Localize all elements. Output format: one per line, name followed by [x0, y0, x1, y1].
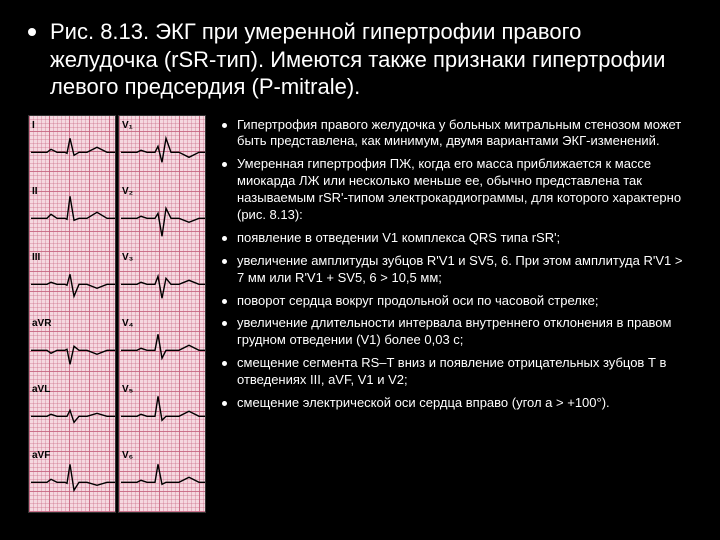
title-bullet-icon — [28, 28, 36, 36]
bullet-text: увеличение длительности интервала внутре… — [237, 315, 692, 349]
title-block: Рис. 8.13. ЭКГ при умеренной гипертрофии… — [28, 18, 692, 101]
ecg-waveform — [121, 334, 205, 358]
ecg-strip-limb-leads: IIIIIIaVRaVLaVF — [28, 115, 116, 513]
bullet-text: Умеренная гипертрофия ПЖ, когда его масс… — [237, 156, 692, 224]
bullet-text: появление в отведении V1 комплекса QRS т… — [237, 230, 560, 247]
lead-label: aVF — [32, 450, 50, 461]
bullet-dot-icon — [222, 162, 227, 167]
lead-label: V₃ — [122, 252, 133, 263]
ecg-waveform — [31, 274, 115, 296]
ecg-waveform — [121, 464, 205, 484]
ecg-waveform — [31, 346, 115, 364]
ecg-strip-chest-leads: V₁ V₂ V₃ V₄ V₅ V₆ — [118, 115, 206, 513]
lead-label: II — [32, 186, 38, 197]
bullet-dot-icon — [222, 361, 227, 366]
bullet-dot-icon — [222, 321, 227, 326]
bullet-text: смещение электрической оси сердца вправо… — [237, 395, 610, 412]
bullet-text: смещение сегмента RS–T вниз и появление … — [237, 355, 692, 389]
bullet-dot-icon — [222, 401, 227, 406]
bullet-text: поворот сердца вокруг продольной оси по … — [237, 293, 599, 310]
bullet-dot-icon — [222, 299, 227, 304]
lead-label: III — [32, 252, 40, 263]
ecg-waveform — [121, 276, 205, 298]
bullet-dot-icon — [222, 259, 227, 264]
lead-label: V₄ — [122, 318, 133, 329]
lead-label: aVR — [32, 318, 51, 329]
bullet-list: Гипертрофия правого желудочка у больных … — [222, 115, 692, 513]
bullet-text: увеличение амплитуды зубцов R'V1 и SV5, … — [237, 253, 692, 287]
ecg-waveform — [31, 196, 115, 220]
slide-title: Рис. 8.13. ЭКГ при умеренной гипертрофии… — [50, 18, 692, 101]
bullet-dot-icon — [222, 123, 227, 128]
lead-label: I — [32, 120, 35, 131]
ecg-waveform — [121, 138, 205, 162]
lead-label: V₂ — [122, 186, 133, 197]
bullet-item: смещение сегмента RS–T вниз и появление … — [222, 355, 692, 389]
ecg-container: IIIIIIaVRaVLaVF V₁V₂V₃V₄V₅V₆ — [28, 115, 206, 513]
bullet-item: увеличение амплитуды зубцов R'V1 и SV5, … — [222, 253, 692, 287]
bullet-item: увеличение длительности интервала внутре… — [222, 315, 692, 349]
bullet-item: поворот сердца вокруг продольной оси по … — [222, 293, 692, 310]
lead-label: V₁ — [122, 120, 133, 131]
lead-label: aVL — [32, 384, 50, 395]
ecg-waveform — [31, 464, 115, 490]
bullet-item: Гипертрофия правого желудочка у больных … — [222, 117, 692, 151]
bullet-item: Умеренная гипертрофия ПЖ, когда его масс… — [222, 156, 692, 224]
ecg-waveform — [121, 208, 205, 236]
ecg-waveform — [31, 138, 115, 155]
ecg-waveform — [31, 410, 115, 422]
content-row: IIIIIIaVRaVLaVF V₁V₂V₃V₄V₅V₆ Гипертрофия… — [28, 115, 692, 513]
bullet-text: Гипертрофия правого желудочка у больных … — [237, 117, 692, 151]
bullet-item: появление в отведении V1 комплекса QRS т… — [222, 230, 692, 247]
ecg-waveform — [121, 396, 205, 420]
bullet-dot-icon — [222, 236, 227, 241]
bullet-item: смещение электрической оси сердца вправо… — [222, 395, 692, 412]
lead-label: V₅ — [122, 384, 133, 395]
lead-label: V₆ — [122, 450, 133, 461]
